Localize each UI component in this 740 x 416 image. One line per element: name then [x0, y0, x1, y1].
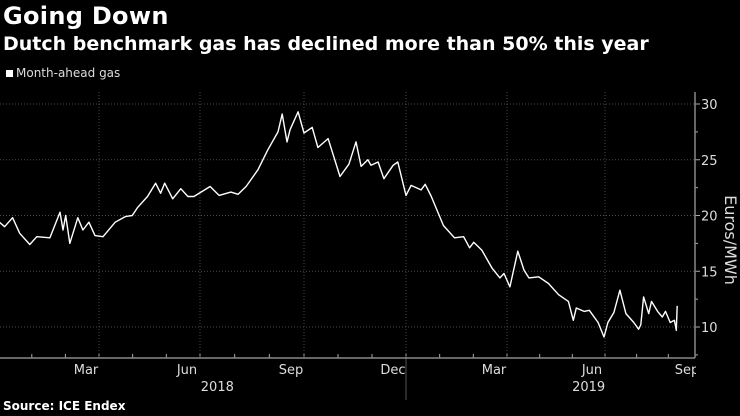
y-tick-label: 25 [701, 154, 718, 169]
legend-swatch-icon [6, 69, 13, 77]
x-tick-label: Jun [176, 363, 197, 378]
y-tick-label: 30 [701, 98, 718, 113]
chart-title: Going Down [3, 2, 169, 30]
y-tick-label: 15 [701, 265, 718, 280]
x-year-label: 2018 [201, 380, 234, 395]
x-tick-label: Sep [675, 363, 700, 378]
x-tick-label: Sep [279, 363, 304, 378]
chart-subtitle: Dutch benchmark gas has declined more th… [3, 33, 649, 55]
y-tick-label: 20 [701, 210, 718, 225]
x-tick-label: Dec [380, 363, 405, 378]
y-tick-label: 10 [701, 321, 718, 336]
legend: Month-ahead gas [6, 66, 120, 80]
x-tick-label: Mar [74, 363, 99, 378]
x-tick-label: Mar [482, 363, 507, 378]
y-axis-label: Euros/MWh [721, 195, 740, 285]
source-note: Source: ICE Endex [3, 399, 126, 413]
legend-label: Month-ahead gas [16, 66, 121, 80]
series-line [0, 111, 678, 338]
x-tick-label: Jun [581, 363, 602, 378]
x-year-label: 2019 [572, 380, 605, 395]
label-clip [696, 359, 740, 381]
